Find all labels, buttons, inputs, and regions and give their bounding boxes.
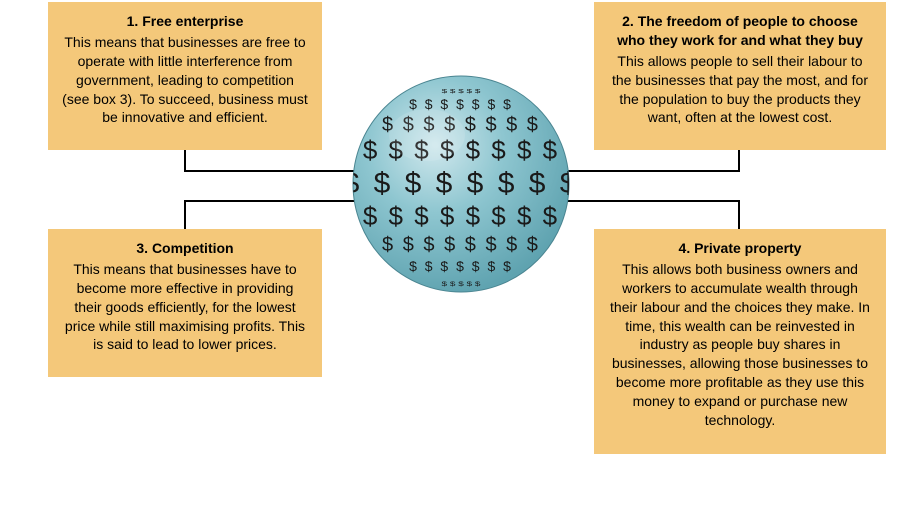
dollar-sphere: $ $ $ $ $ $ $ $ $ $ $ $ $ $ $ $ $ $ $ $ … bbox=[352, 75, 570, 293]
connector-2-horiz bbox=[558, 170, 740, 172]
box-competition: 3. Competition This means that businesse… bbox=[48, 229, 322, 377]
svg-text:$ $ $ $ $: $ $ $ $ $ bbox=[442, 281, 481, 288]
box-freedom-of-choice: 2. The freedom of people to choose who t… bbox=[594, 2, 886, 150]
connector-2-vert bbox=[738, 150, 740, 172]
svg-text:$ $ $ $ $ $ $ $: $ $ $ $ $ $ $ $ bbox=[352, 167, 570, 200]
connector-3-horiz bbox=[184, 200, 364, 202]
connector-4-horiz bbox=[558, 200, 740, 202]
svg-text:$ $ $ $ $ $ $ $: $ $ $ $ $ $ $ $ bbox=[382, 234, 540, 256]
connector-1-vert bbox=[184, 150, 186, 172]
box-body: This allows both business owners and wor… bbox=[608, 260, 872, 430]
box-private-property: 4. Private property This allows both bus… bbox=[594, 229, 886, 454]
box-body: This means that businesses have to becom… bbox=[62, 260, 308, 354]
connector-1-horiz bbox=[184, 170, 364, 172]
svg-text:$ $ $ $ $ $ $ $: $ $ $ $ $ $ $ $ bbox=[363, 201, 559, 231]
box-free-enterprise: 1. Free enterprise This means that busin… bbox=[48, 2, 322, 150]
svg-text:$ $ $ $ $ $ $: $ $ $ $ $ $ $ bbox=[409, 258, 513, 274]
box-title: 1. Free enterprise bbox=[62, 12, 308, 31]
connector-4-vert bbox=[738, 200, 740, 229]
box-title: 2. The freedom of people to choose who t… bbox=[608, 12, 872, 50]
connector-3-vert bbox=[184, 200, 186, 229]
svg-text:$ $ $ $ $: $ $ $ $ $ bbox=[442, 89, 482, 95]
box-body: This allows people to sell their labour … bbox=[608, 52, 872, 128]
box-title: 3. Competition bbox=[62, 239, 308, 258]
box-title: 4. Private property bbox=[608, 239, 872, 258]
box-body: This means that businesses are free to o… bbox=[62, 33, 308, 127]
